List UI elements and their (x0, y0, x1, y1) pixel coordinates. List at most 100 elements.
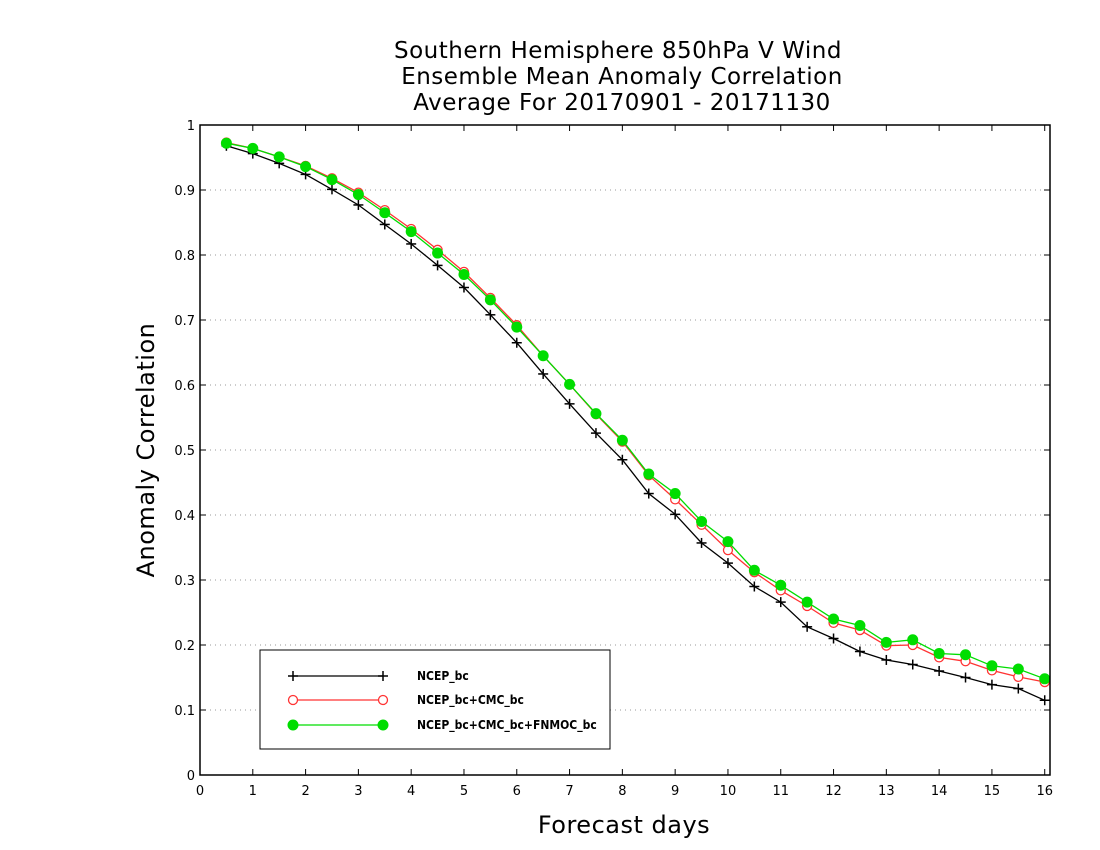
data-point (379, 219, 390, 230)
chart-title-line-3: Average For 20170901 - 20171130 (413, 90, 831, 116)
legend-marker (378, 671, 388, 681)
data-point (616, 434, 628, 446)
chart-title-line-2: Ensemble Mean Anomaly Correlation (401, 64, 843, 90)
data-point (854, 620, 866, 631)
data-point (748, 564, 760, 576)
data-point (300, 161, 312, 173)
legend-marker (287, 694, 299, 706)
series-line (226, 141, 1045, 683)
data-point (220, 137, 232, 149)
data-point (1013, 683, 1024, 694)
x-tick-label: 0 (196, 784, 204, 799)
data-point (458, 282, 469, 293)
y-tick-label: 0 (187, 769, 195, 784)
series-line (226, 145, 1045, 701)
y-tick-label: 0.7 (174, 314, 195, 329)
data-point (352, 189, 364, 201)
x-tick-label: 5 (460, 784, 468, 799)
data-point (326, 184, 337, 195)
data-point (643, 488, 654, 499)
x-tick-label: 13 (878, 784, 895, 799)
data-point (801, 596, 813, 608)
data-point (247, 142, 259, 154)
x-tick-label: 4 (407, 784, 415, 799)
x-tick-label: 14 (931, 784, 948, 799)
data-point (1039, 695, 1050, 706)
data-point (670, 509, 681, 520)
data-point (722, 558, 733, 569)
legend-marker (377, 694, 389, 706)
data-point (986, 660, 998, 672)
data-point (353, 199, 364, 210)
legend-item-3: NCEP_bc+CMC_bc+FNMOC_bc (287, 718, 597, 733)
data-point (960, 649, 972, 661)
axis-ticks (199, 124, 1050, 776)
data-point (484, 294, 496, 306)
legend-marker (288, 671, 298, 681)
tick-labels: 00.10.20.30.40.50.60.70.80.910 1 2 3 4 5 6 7 8 9 1… (174, 119, 1053, 799)
data-point (405, 226, 417, 238)
data-point (564, 378, 576, 390)
x-tick-label: 8 (618, 784, 626, 799)
y-tick-label: 0.9 (174, 184, 195, 199)
data-point (854, 646, 865, 657)
data-point (749, 581, 760, 592)
data-point (326, 174, 338, 186)
data-point (485, 309, 496, 320)
y-tick-label: 0.3 (174, 574, 195, 589)
data-point (511, 337, 522, 348)
data-point (537, 350, 549, 362)
y-tick-label: 0.6 (174, 379, 195, 394)
data-point (907, 634, 919, 646)
data-point (273, 151, 285, 163)
grid (200, 189, 1050, 711)
data-point (986, 679, 997, 690)
data-point (696, 516, 708, 527)
data-point (538, 368, 549, 379)
data-point (643, 468, 655, 480)
series-line (226, 142, 1045, 680)
x-tick-label: 9 (671, 784, 679, 799)
data-point (432, 247, 444, 259)
data-point (828, 633, 839, 644)
x-tick-label: 10 (720, 784, 737, 799)
y-axis-title: Anomaly Correlation (132, 323, 160, 578)
x-tick-label: 6 (513, 784, 521, 799)
chart-title-line-1: Southern Hemisphere 850hPa V Wind (394, 38, 842, 64)
series-1 (221, 140, 1050, 706)
y-tick-label: 0.2 (174, 639, 195, 654)
x-tick-label: 11 (772, 784, 789, 799)
series-3 (220, 137, 1051, 685)
x-tick-label: 1 (249, 784, 257, 799)
data-point (881, 654, 892, 665)
legend-label: NCEP_bc+CMC_bc+FNMOC_bc (417, 718, 597, 733)
data-point (934, 666, 945, 676)
legend: NCEP_bc NCEP_bc+CMC_bc NCEP_bc+CMC_bc+FNMO… (259, 649, 611, 750)
data-point (880, 636, 892, 648)
x-axis-title: Forecast days (538, 811, 710, 839)
series-layer (220, 137, 1051, 706)
series-2 (221, 137, 1050, 688)
data-point (617, 454, 628, 465)
chart-title: Southern Hemisphere 850hPa V Wind Ensemb… (394, 38, 843, 116)
y-tick-label: 1 (187, 119, 195, 134)
legend-item-2: NCEP_bc+CMC_bc (287, 693, 524, 708)
legend-marker (287, 719, 299, 731)
data-point (590, 408, 602, 420)
data-point (379, 207, 391, 219)
y-tick-label: 0.8 (174, 249, 195, 264)
legend-marker (377, 719, 389, 731)
data-point (960, 672, 971, 683)
x-tick-label: 2 (301, 784, 309, 799)
data-point (511, 321, 523, 333)
x-tick-label: 15 (984, 784, 1001, 799)
data-point (590, 428, 601, 439)
data-point (775, 579, 787, 591)
x-tick-label: 16 (1036, 784, 1053, 799)
data-point (1012, 663, 1024, 675)
data-point (458, 269, 470, 280)
x-tick-label: 3 (354, 784, 362, 799)
x-tick-label: 12 (825, 784, 842, 799)
y-tick-label: 0.5 (174, 444, 195, 459)
